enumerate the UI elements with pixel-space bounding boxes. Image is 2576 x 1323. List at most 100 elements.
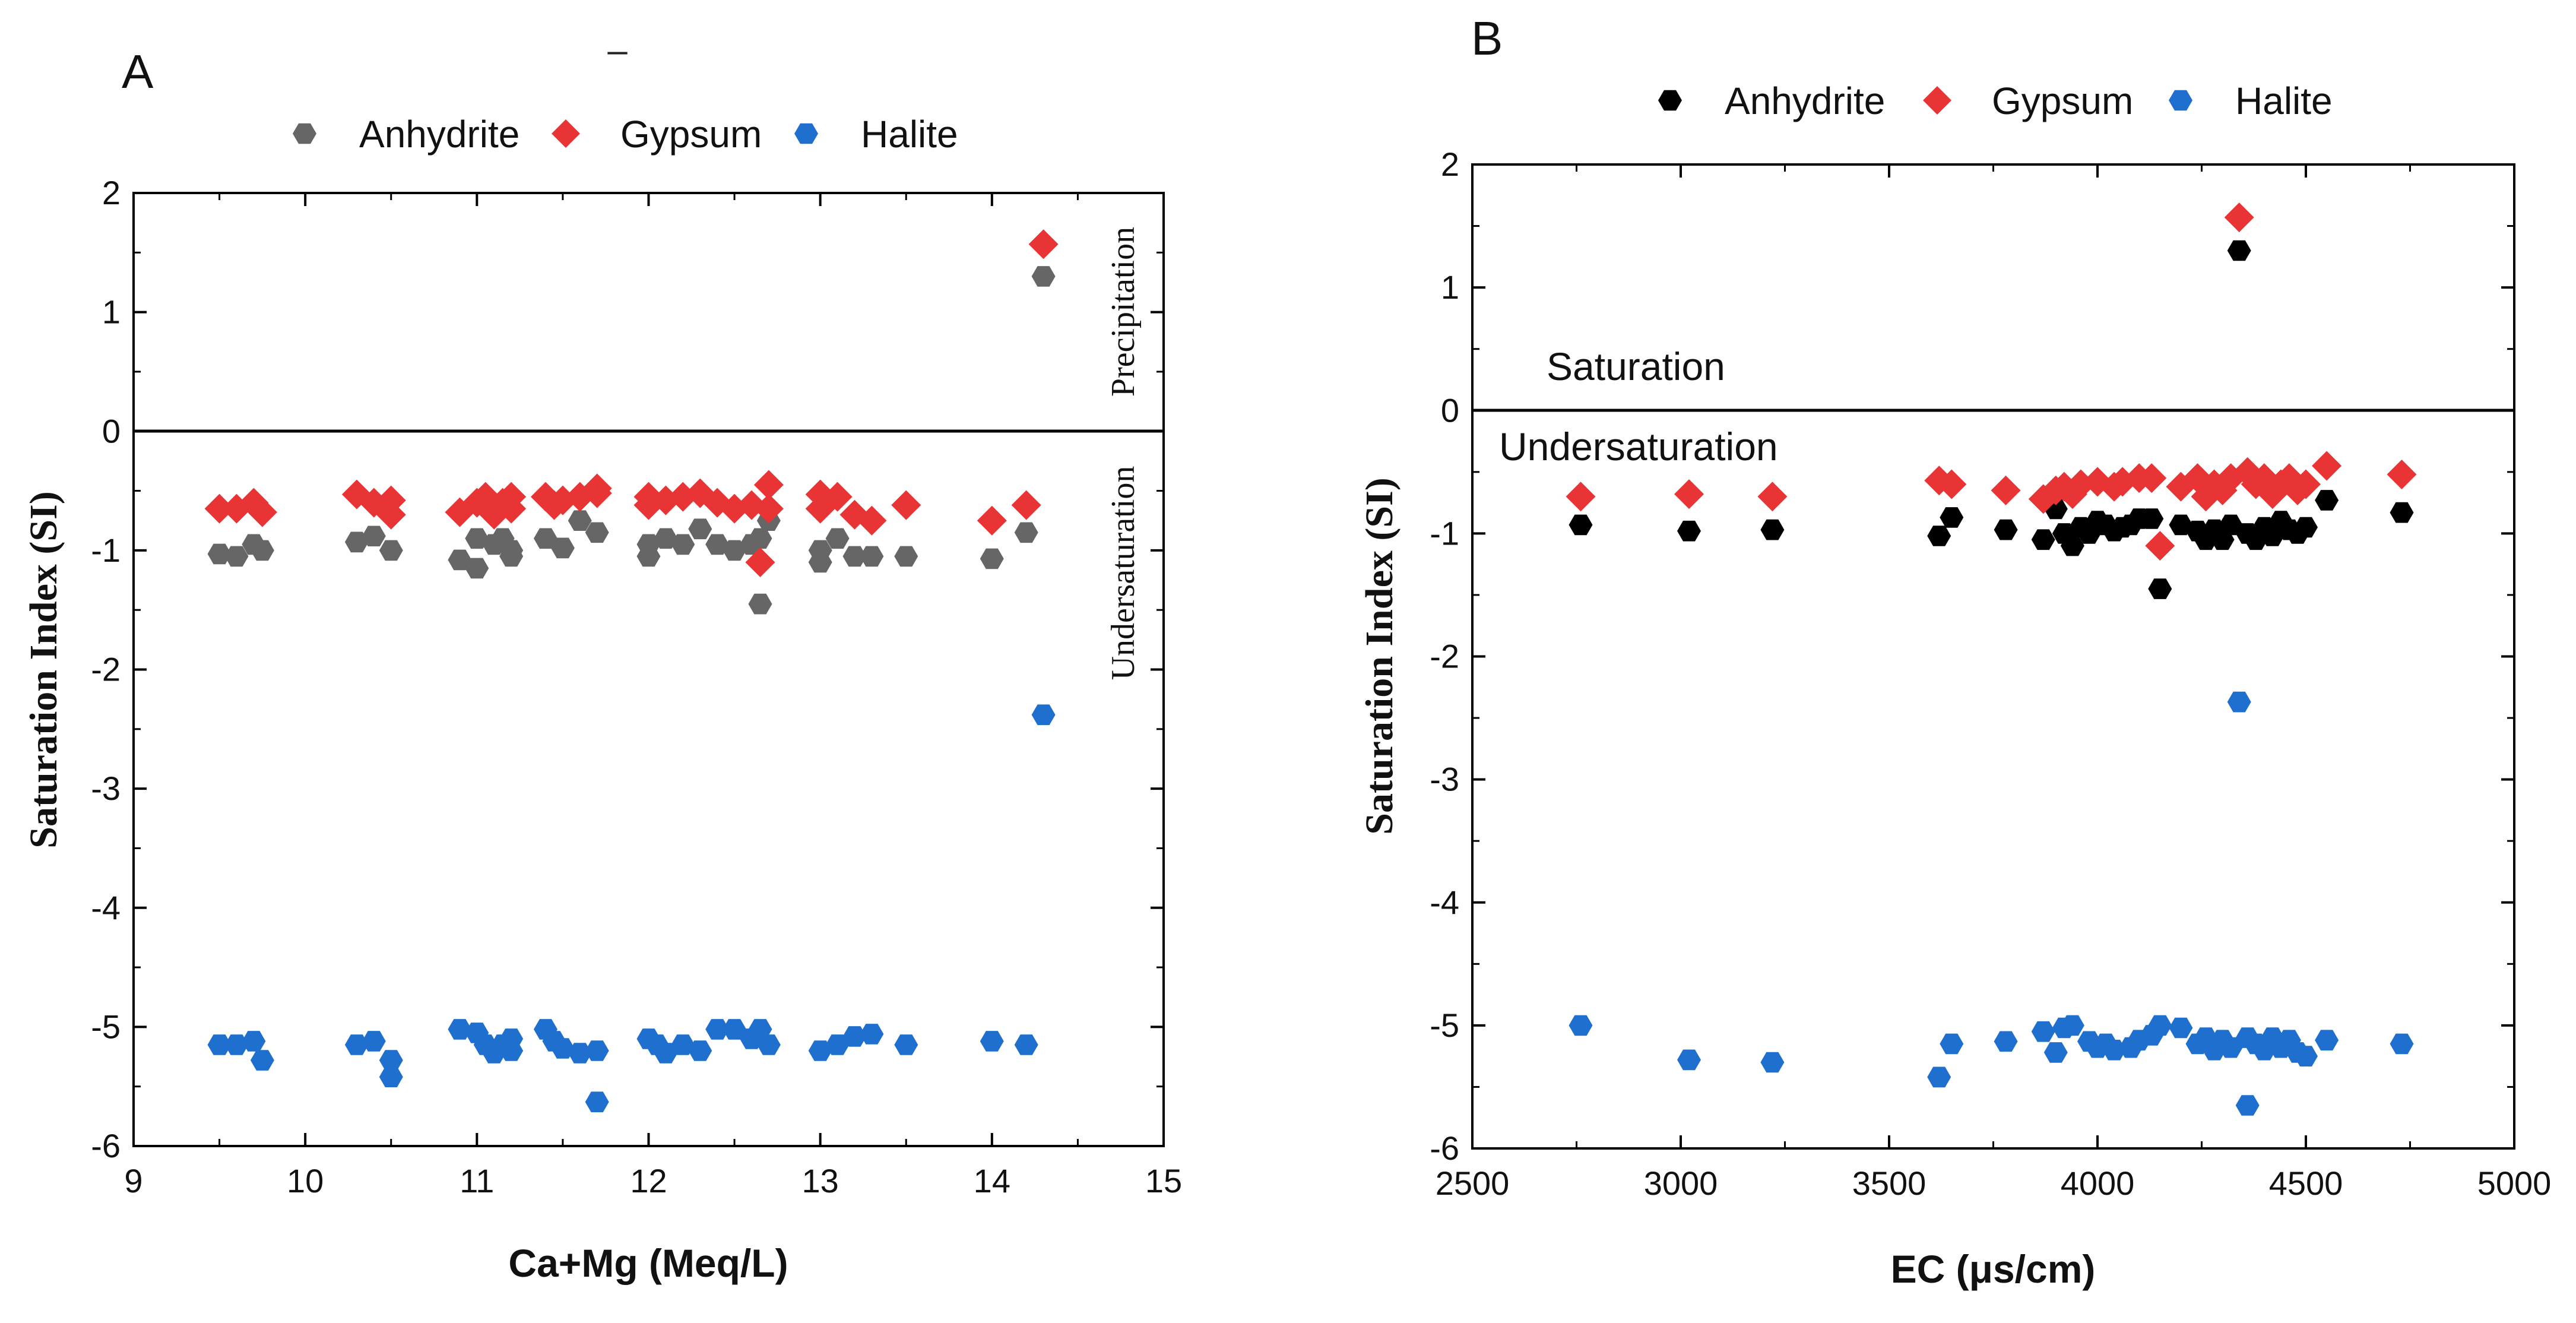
panel-b-legend-marker-anhydrite bbox=[1658, 90, 1682, 111]
panel-b-anhydrite-point bbox=[2315, 490, 2339, 511]
panel-a-gypsum-point bbox=[745, 547, 775, 577]
panel-a-halite-point bbox=[756, 1034, 781, 1055]
panel-a-anhydrite-point bbox=[534, 528, 557, 549]
panel-a-label: A bbox=[122, 45, 154, 98]
panel-a-halite-point bbox=[585, 1091, 609, 1113]
panel-a-gypsum-point bbox=[753, 470, 784, 500]
panel-b-x-tick-label: 4500 bbox=[2269, 1164, 2343, 1202]
panel-b-halite-point bbox=[1760, 1052, 1785, 1073]
panel-a-x-ticks: 9 10 11 12 13 14 15 bbox=[124, 193, 1182, 1199]
panel-a-anhydrite-point bbox=[379, 540, 403, 561]
panel-a-x-tick-label: 11 bbox=[460, 1162, 494, 1199]
panel-a-halite-point bbox=[842, 1026, 867, 1047]
panel-a-points bbox=[204, 229, 1059, 1113]
panel-b-y-tick-label: -1 bbox=[1430, 514, 1459, 552]
panel-a-anhydrite-point bbox=[671, 534, 695, 555]
panel-a-x-tick-label: 14 bbox=[974, 1162, 1010, 1199]
panel-b-x-tick-label: 5000 bbox=[2477, 1164, 2552, 1202]
panel-a-halite-point bbox=[499, 1040, 524, 1061]
panel-b-gypsum-point bbox=[2312, 451, 2342, 481]
panel-a-anhydrite-point bbox=[207, 543, 232, 565]
panel-b-y-tick-label: -4 bbox=[1430, 884, 1459, 921]
panel-a-halite-point bbox=[379, 1050, 403, 1071]
panel-b-legend: Anhydrite Gypsum Halite bbox=[1658, 80, 2333, 122]
panel-a-x-tick-label: 9 bbox=[124, 1162, 142, 1199]
panel-b-halite-point bbox=[2060, 1015, 2084, 1036]
panel-b-annotation-undersaturation: Undersaturation bbox=[1499, 425, 1778, 469]
panel-a-halite-point bbox=[654, 1043, 678, 1064]
panel-a-y-tick-label: 2 bbox=[102, 174, 121, 211]
panel-a-y-ticks: -6 -5 -4 -3 -2 -1 0 1 2 bbox=[91, 174, 1164, 1164]
panel-b-anhydrite-point bbox=[2294, 517, 2318, 538]
panel-a-x-tick-label: 12 bbox=[630, 1162, 667, 1199]
panel-b-legend-marker-gypsum bbox=[1923, 86, 1951, 115]
panel-a-anhydrite-point bbox=[860, 546, 884, 567]
panel-b-y-tick-label: -6 bbox=[1430, 1129, 1459, 1167]
panel-b-x-ticks: 2500 3000 3500 4000 4500 5000 bbox=[1436, 164, 2552, 1202]
panel-b-anhydrite-point bbox=[1677, 520, 1701, 542]
panel-b-halite-point bbox=[2169, 1017, 2193, 1039]
panel-b-halite-point bbox=[1927, 1066, 1951, 1088]
panel-b-gypsum-point bbox=[1937, 469, 1967, 499]
panel-a-legend-marker-gypsum bbox=[552, 119, 580, 148]
panel-a-gypsum-point bbox=[857, 505, 887, 536]
panel-b-x-tick-label: 3500 bbox=[1852, 1164, 1927, 1202]
panel-b-gypsum-point bbox=[2291, 469, 2321, 499]
panel-a-gypsum-point bbox=[822, 482, 853, 512]
panel-a-halite-point bbox=[448, 1019, 472, 1040]
panel-a-halite-point bbox=[362, 1031, 386, 1052]
panel-b-legend-marker-halite bbox=[2169, 90, 2192, 111]
panel-b-x-tick-label: 3000 bbox=[1644, 1164, 1718, 1202]
panel-a-halite-point bbox=[748, 1019, 772, 1040]
panel-a-anhydrite-point bbox=[585, 522, 609, 543]
panel-a-y-tick-label: 1 bbox=[102, 293, 121, 331]
panel-b-halite-point bbox=[2031, 1021, 2055, 1042]
panel-b-y-axis-label: Saturation Index (SI) bbox=[1358, 477, 1401, 834]
panel-b-gypsum-point bbox=[1566, 482, 1596, 512]
panel-b-gypsum-point bbox=[2137, 463, 2167, 493]
panel-a-x-tick-label: 13 bbox=[802, 1162, 839, 1199]
panel-b-y-tick-label: 0 bbox=[1441, 391, 1459, 429]
panel-b-legend-label-gypsum: Gypsum bbox=[1992, 80, 2133, 122]
panel-b-y-tick-label: 1 bbox=[1441, 268, 1459, 306]
panel-a: A Anhydrite Gypsum Halite 9 10 11 12 13 14 15 … bbox=[22, 45, 1182, 1285]
panel-a-halite-point bbox=[825, 1034, 850, 1055]
panel-a-x-tick-label: 15 bbox=[1145, 1162, 1182, 1199]
panel-a-gypsum-point bbox=[204, 493, 235, 524]
panel-a-halite-point bbox=[980, 1031, 1004, 1052]
panel-b-halite-point bbox=[2235, 1095, 2260, 1116]
panel-a-gypsum-point bbox=[582, 478, 612, 508]
panel-a-y-tick-label: -4 bbox=[91, 889, 121, 926]
panel-a-halite-point bbox=[688, 1040, 712, 1061]
panel-b-halite-point bbox=[1569, 1015, 1593, 1036]
panel-b-anhydrite-point bbox=[1927, 526, 1951, 546]
panel-b-anhydrite-point bbox=[2060, 535, 2084, 556]
panel-a-y-tick-label: -3 bbox=[91, 770, 121, 807]
panel-a-gypsum-point bbox=[1028, 229, 1059, 259]
panel-b-halite-point bbox=[1940, 1033, 1964, 1055]
panel-a-y-tick-label: 0 bbox=[102, 412, 121, 450]
panel-b-gypsum-point bbox=[1757, 482, 1788, 512]
panel-b-gypsum-point bbox=[2387, 459, 2417, 489]
panel-b-anhydrite-point bbox=[2390, 502, 2414, 523]
panel-a-gypsum-point bbox=[496, 493, 527, 524]
panel-b-halite-point bbox=[2043, 1042, 2068, 1063]
panel-b-y-tick-label: -2 bbox=[1430, 638, 1459, 675]
panel-a-halite-point bbox=[723, 1019, 747, 1040]
panel-a-halite-point bbox=[585, 1040, 609, 1061]
panel-a-y-tick-label: -5 bbox=[91, 1008, 121, 1045]
panel-b-halite-point bbox=[2390, 1033, 2414, 1055]
panel-b-anhydrite-point bbox=[2031, 529, 2055, 550]
panel-a-anhydrite-point bbox=[362, 526, 386, 547]
panel-a-halite-point bbox=[705, 1019, 730, 1040]
panel-b-anhydrite-point bbox=[2219, 514, 2243, 536]
panel-b-points bbox=[1566, 202, 2417, 1116]
panel-b-anhydrite-point bbox=[1760, 519, 1785, 540]
panel-b-y-tick-label: -3 bbox=[1430, 761, 1459, 798]
panel-b-x-tick-label: 2500 bbox=[1436, 1164, 1510, 1202]
dash-mark: – bbox=[607, 30, 628, 70]
panel-b-halite-point bbox=[2294, 1046, 2318, 1066]
panel-a-halite-point bbox=[379, 1066, 403, 1087]
